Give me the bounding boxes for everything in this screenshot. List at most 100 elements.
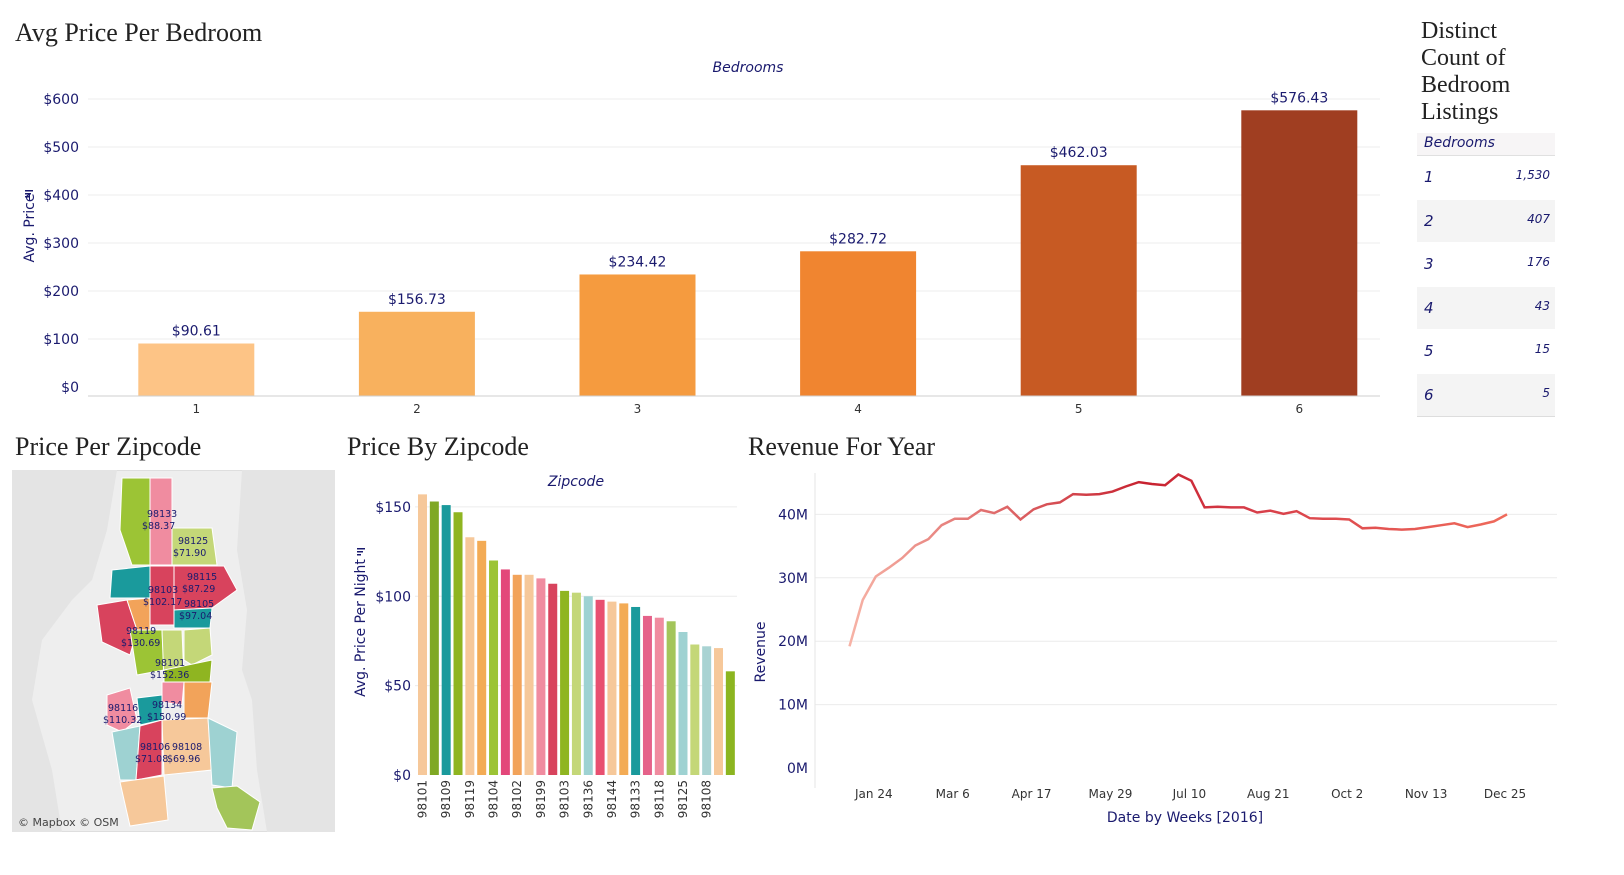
zip-region-98115[interactable]: [173, 565, 238, 611]
zip-bar[interactable]: [512, 574, 522, 775]
count-table-count: 1,530: [1515, 168, 1550, 182]
bedroom-y-tick: $500: [43, 140, 79, 156]
sort-icon[interactable]: [25, 190, 33, 198]
bedroom-y-tick: $300: [43, 236, 79, 252]
map-price-label: $71.08: [135, 754, 168, 765]
zip-x-tick: 98103: [558, 780, 572, 818]
zip-bar[interactable]: [477, 540, 487, 775]
map-price-label: $110.32: [103, 715, 142, 726]
zip-bar[interactable]: [654, 617, 664, 775]
zip-bar[interactable]: [489, 560, 499, 776]
map-price-label: $71.90: [173, 548, 206, 559]
bedroom-y-tick: $200: [43, 284, 79, 300]
zip-region-98144[interactable]: [183, 681, 213, 719]
bedroom-bar[interactable]: [138, 343, 255, 396]
zip-region-98146[interactable]: [119, 775, 169, 827]
zip-bar[interactable]: [429, 501, 439, 775]
revenue-x-tick: Oct 2: [1331, 787, 1363, 801]
zip-bar[interactable]: [678, 632, 688, 775]
zip-region-98116[interactable]: [106, 687, 138, 733]
zip-bar[interactable]: [666, 621, 676, 775]
zip-y-axis-title: Avg. Price Per Night: [353, 559, 369, 697]
zip-x-tick: 98144: [605, 780, 619, 818]
revenue-x-tick: Jul 10: [1172, 787, 1207, 801]
bedroom-bar[interactable]: [1020, 165, 1137, 396]
zip-bar[interactable]: [465, 537, 475, 775]
zip-bar[interactable]: [441, 505, 451, 775]
map-price-label: $88.37: [142, 521, 175, 532]
zip-bar[interactable]: [560, 590, 570, 775]
zip-bar[interactable]: [583, 596, 593, 775]
bedroom-x-tick: 4: [854, 402, 862, 416]
map-attribution: © Mapbox © OSM: [18, 816, 119, 829]
zip-x-tick: 98109: [439, 780, 453, 818]
zip-bar[interactable]: [548, 583, 558, 775]
bedroom-bar[interactable]: [1241, 110, 1358, 396]
count-table-row[interactable]: 1 1,530: [1417, 156, 1555, 198]
zip-bar[interactable]: [524, 574, 534, 775]
zip-x-tick: 98199: [534, 780, 548, 818]
revenue-y-tick: 30M: [778, 571, 808, 587]
bedroom-bar-label: $282.72: [829, 231, 887, 247]
map-zip-label: 98106: [140, 742, 170, 753]
map-price-label: $150.99: [147, 712, 186, 723]
zip-bar[interactable]: [619, 603, 629, 775]
count-table-bedrooms: 1: [1424, 168, 1434, 186]
zip-bar[interactable]: [595, 599, 605, 775]
zip-x-tick: 98125: [676, 780, 690, 818]
bedroom-y-axis-title: Avg. Price: [22, 194, 38, 263]
zip-region-98106[interactable]: [135, 719, 163, 781]
count-table-row[interactable]: 4 43: [1417, 286, 1555, 329]
count-table-count: 43: [1534, 298, 1550, 313]
zip-bar[interactable]: [453, 512, 463, 775]
map-zip-label: 98133: [147, 509, 177, 520]
zipcode-map[interactable]: 98133$88.3798125$71.9098115$87.2998103$1…: [12, 470, 335, 832]
zip-bar[interactable]: [418, 494, 427, 775]
zip-bar[interactable]: [536, 578, 546, 775]
revenue-line-chart: 0M 10M 20M 30M 40M Revenue Jan 24 Mar 6 Apr 17…: [753, 473, 1557, 826]
revenue-title: Revenue For Year: [748, 432, 936, 461]
count-table-bedrooms: 6: [1424, 385, 1434, 404]
zip-bar[interactable]: [690, 644, 700, 775]
zip-map-title: Price Per Zipcode: [15, 432, 202, 461]
zip-x-tick: 98104: [487, 780, 501, 818]
bedroom-x-tick: 6: [1295, 402, 1303, 416]
zip-bar[interactable]: [725, 671, 735, 775]
zip-region-98177[interactable]: [119, 477, 151, 566]
zip-x-tick: 98108: [700, 780, 714, 818]
zip-bar[interactable]: [571, 592, 581, 775]
zip-x-tick: 98133: [629, 780, 643, 818]
zip-bar[interactable]: [642, 615, 652, 775]
bedroom-bar[interactable]: [358, 311, 475, 396]
bedroom-bar-label: $90.61: [172, 324, 221, 340]
sort-icon[interactable]: [357, 548, 365, 556]
map-zip-label: 98105: [184, 599, 214, 610]
zip-bar[interactable]: [607, 601, 617, 775]
count-table-bedrooms: 3: [1424, 255, 1434, 273]
revenue-x-tick: Apr 17: [1012, 787, 1052, 801]
zip-column-header: Zipcode: [547, 474, 604, 490]
revenue-x-tick: Mar 6: [936, 787, 970, 801]
revenue-y-tick: 0M: [787, 761, 808, 777]
bedroom-bar-label: $156.73: [388, 292, 446, 308]
zipcode-bar-chart: Zipcode $0 $50 $100 $150 Avg. Price Per Nig…: [353, 474, 737, 818]
count-table-row[interactable]: 2 407: [1417, 199, 1555, 242]
bedroom-bar[interactable]: [800, 251, 917, 396]
zip-region-98112[interactable]: [183, 627, 213, 666]
map-zip-label: 98125: [178, 536, 208, 547]
zip-bar[interactable]: [702, 646, 712, 775]
zip-x-tick: 98102: [510, 780, 524, 818]
zip-bar[interactable]: [500, 569, 510, 775]
zip-region-98125[interactable]: [171, 527, 218, 566]
count-table-row[interactable]: 5 15: [1417, 330, 1555, 372]
count-table-row[interactable]: 3 176: [1417, 243, 1555, 285]
bedroom-bar[interactable]: [579, 274, 696, 396]
zip-x-tick: 98118: [652, 780, 666, 818]
revenue-x-tick: Aug 21: [1247, 787, 1290, 801]
zip-bar[interactable]: [631, 606, 641, 775]
zip-region-98178[interactable]: [211, 785, 261, 831]
count-table-count: 407: [1527, 211, 1550, 226]
zip-region-98117[interactable]: [109, 565, 151, 599]
zip-bar[interactable]: [714, 648, 723, 775]
